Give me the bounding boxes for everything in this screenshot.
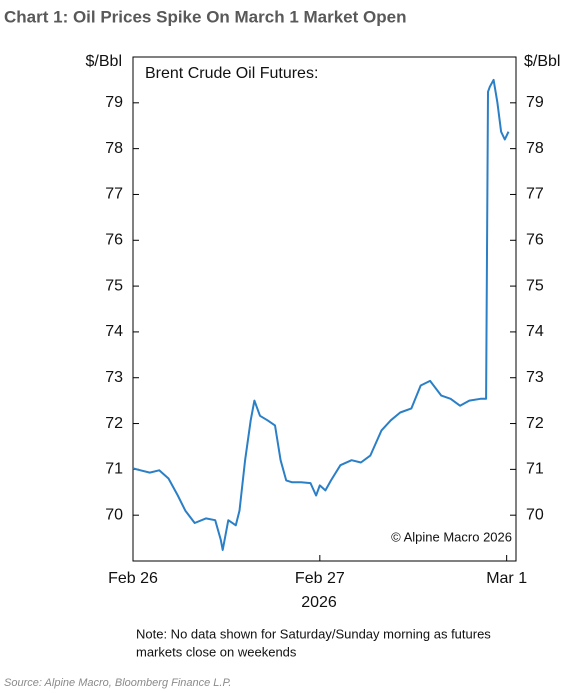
y-tick-label: 72	[105, 415, 123, 432]
y2-tick-label: 78	[526, 140, 544, 157]
y-tick-label: 70	[105, 506, 123, 523]
copyright: © Alpine Macro 2026	[391, 529, 512, 544]
y2-tick-label: 76	[526, 231, 544, 248]
annotation: Brent Crude Oil Futures:	[145, 65, 318, 82]
y-tick-label: 74	[105, 323, 123, 340]
y2-tick-label: 73	[526, 369, 544, 386]
y-axis-label: $/Bbl	[86, 53, 122, 70]
y-tick-label: 76	[105, 231, 123, 248]
source: Source: Alpine Macro, Bloomberg Finance …	[4, 677, 231, 689]
y-tick-label: 75	[105, 277, 123, 294]
y2-tick-label: 75	[526, 277, 544, 294]
x-tick-label: Feb 27	[295, 570, 345, 587]
y2-tick-label: 71	[526, 461, 544, 478]
x-axis-label: 2026	[301, 594, 337, 611]
y2-axis-label: $/Bbl	[524, 53, 560, 70]
note: Note: No data shown for Saturday/Sunday …	[136, 626, 491, 641]
chart-title: Chart 1: Oil Prices Spike On March 1 Mar…	[4, 7, 406, 26]
x-tick-label: Feb 26	[108, 570, 158, 587]
y2-tick-label: 79	[526, 94, 544, 111]
y-tick-label: 71	[105, 461, 123, 478]
note: markets close on weekends	[136, 644, 297, 659]
y-tick-label: 79	[105, 94, 123, 111]
y2-tick-label: 74	[526, 323, 544, 340]
y2-tick-label: 77	[526, 186, 544, 203]
y-tick-label: 78	[105, 140, 123, 157]
plot-frame	[132, 56, 517, 562]
y2-tick-label: 70	[526, 506, 544, 523]
y-tick-label: 77	[105, 186, 123, 203]
price-line	[132, 78, 510, 551]
y2-tick-label: 72	[526, 415, 544, 432]
x-tick-label: Mar 1	[486, 570, 527, 587]
y-tick-label: 73	[105, 369, 123, 386]
